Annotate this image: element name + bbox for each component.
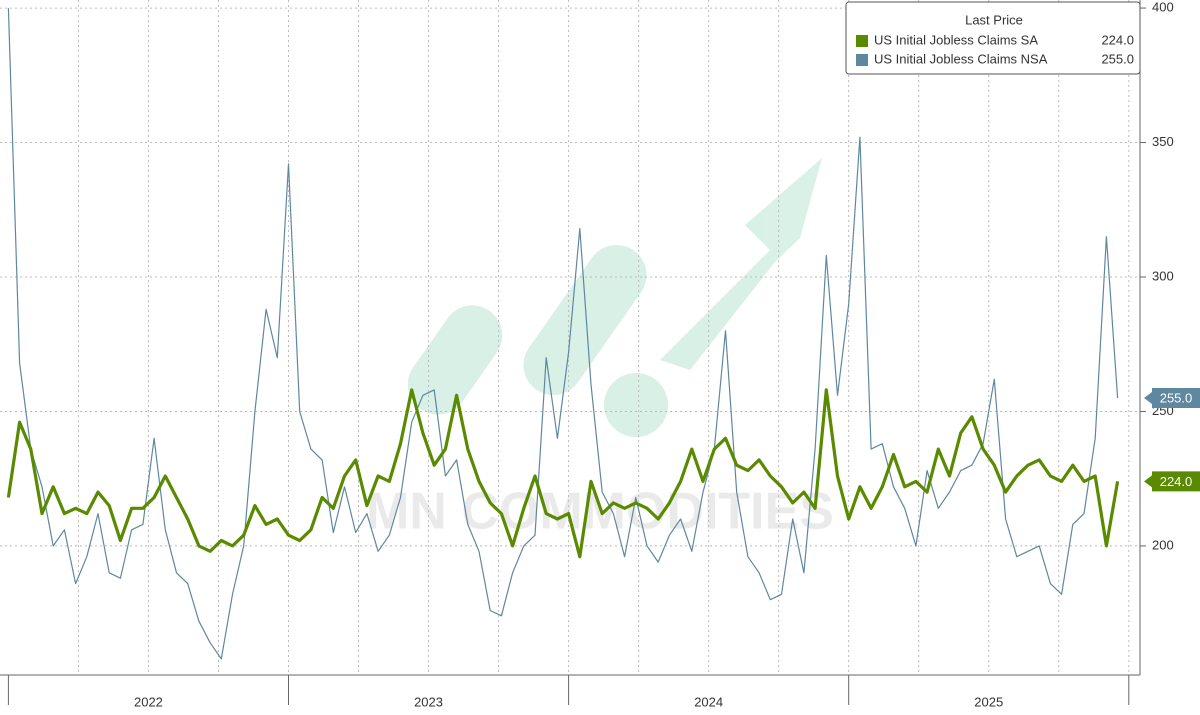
last-price-box <box>1152 388 1200 409</box>
x-tick-label: 2022 <box>134 694 163 709</box>
legend-label: US Initial Jobless Claims SA <box>874 32 1038 47</box>
legend-label: US Initial Jobless Claims NSA <box>874 51 1048 66</box>
legend-swatch <box>856 54 868 66</box>
last-price-pointer <box>1144 392 1152 405</box>
series-line <box>6 388 1120 559</box>
legend-value: 224.0 <box>1101 32 1134 47</box>
legend-title: Last Price <box>965 12 1023 27</box>
last-price-pointer <box>1144 475 1152 488</box>
x-tick-label: 2023 <box>414 694 443 709</box>
y-tick-label: 400 <box>1152 0 1174 15</box>
legend-value: 255.0 <box>1101 51 1134 66</box>
legend-box <box>845 1 1141 75</box>
x-tick-label: 2025 <box>974 694 1003 709</box>
x-tick-label: 2024 <box>694 694 723 709</box>
legend-swatch <box>856 35 868 47</box>
last-price-box <box>1152 471 1200 492</box>
series-line <box>7 8 1119 660</box>
last-price-label: 224.0 <box>1160 474 1193 489</box>
y-tick-label: 200 <box>1152 537 1174 552</box>
legend: Last Price US Initial Jobless Claims SA 22… <box>845 1 1141 75</box>
watermark-logo <box>407 158 822 437</box>
y-tick-label: 300 <box>1152 268 1174 283</box>
last-price-label: 255.0 <box>1160 390 1193 405</box>
y-tick-label: 350 <box>1152 134 1174 149</box>
